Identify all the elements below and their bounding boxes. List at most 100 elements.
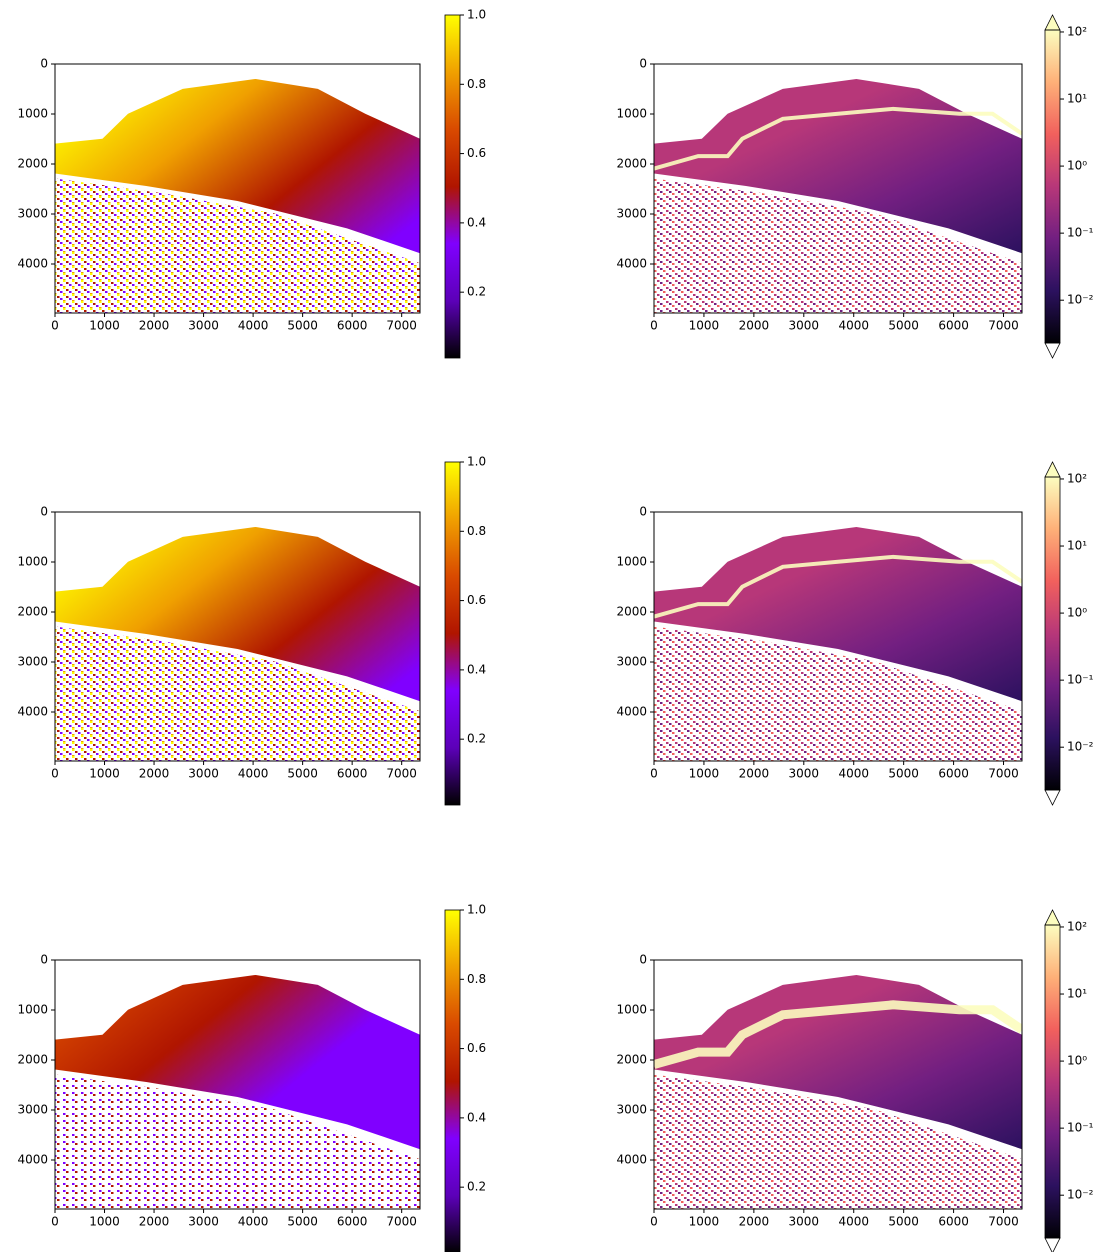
- glacier-body: [654, 974, 1022, 1150]
- colorbar-tick-label: 0.2: [467, 285, 486, 299]
- y-tick-label: 0: [639, 505, 647, 519]
- front-band: [654, 106, 1022, 171]
- colorbar: [445, 462, 460, 805]
- x-tick-label: 6000: [938, 1215, 969, 1229]
- image: [55, 526, 420, 761]
- y-tick-label: 1000: [616, 107, 647, 121]
- y-tick-label: 0: [639, 57, 647, 71]
- colorbar-tick-label: 10⁻¹: [1067, 673, 1094, 687]
- x-tick-label: 5000: [287, 767, 318, 781]
- colorbar-tick-label: 10⁻²: [1067, 1188, 1094, 1202]
- y-tick-label: 2000: [616, 1053, 647, 1067]
- glacier-body: [55, 974, 420, 1150]
- x-tick-label: 1000: [89, 319, 120, 333]
- front-band: [654, 1000, 1022, 1069]
- colorbar: [445, 15, 460, 358]
- y-tick-label: 2000: [17, 605, 48, 619]
- colorbar: [445, 910, 460, 1252]
- y-tick-label: 0: [40, 953, 48, 967]
- image: [55, 974, 420, 1209]
- y-tick-label: 4000: [616, 257, 647, 271]
- colorbar-tick-label: 0.2: [467, 732, 486, 746]
- colorbar-tick-label: 10⁻¹: [1067, 226, 1094, 240]
- x-tick-label: 4000: [838, 767, 869, 781]
- x-tick-label: 2000: [139, 319, 170, 333]
- colorbar-tick-label: 0.6: [467, 146, 486, 160]
- colorbar-tick-label: 0.4: [467, 662, 486, 676]
- colorbar-tick-label: 10⁰: [1067, 606, 1087, 620]
- colorbar-extend-max: [1044, 461, 1061, 478]
- x-tick-label: 7000: [988, 767, 1019, 781]
- y-tick-label: 2000: [17, 157, 48, 171]
- colorbar: [1045, 30, 1060, 343]
- colorbar-frame: [444, 14, 461, 359]
- glacier-body: [55, 526, 420, 702]
- x-tick-label: 6000: [938, 319, 969, 333]
- y-tick-label: 4000: [17, 257, 48, 271]
- x-tick-label: 2000: [739, 1215, 770, 1229]
- x-tick-label: 5000: [888, 319, 919, 333]
- image: [55, 78, 420, 313]
- colorbar-tick-label: 0.8: [467, 972, 486, 986]
- y-tick-label: 4000: [616, 1153, 647, 1167]
- x-tick-label: 1000: [89, 1215, 120, 1229]
- glacier-body: [654, 78, 1022, 254]
- x-tick-label: 7000: [988, 1215, 1019, 1229]
- x-tick-label: 0: [51, 319, 59, 333]
- colorbar-tick-label: 10²: [1067, 24, 1087, 38]
- axes-frame: [54, 63, 421, 314]
- colorbar-tick-label: 10¹: [1067, 539, 1087, 553]
- colorbar-extend-max: [1044, 14, 1061, 31]
- x-tick-label: 1000: [689, 767, 720, 781]
- colorbar-tick-label: 10⁰: [1067, 159, 1087, 173]
- colorbar-tick-label: 0.4: [467, 215, 486, 229]
- y-tick-label: 0: [40, 57, 48, 71]
- axes-frame: [54, 959, 421, 1210]
- x-tick-label: 3000: [188, 319, 219, 333]
- x-tick-label: 7000: [386, 767, 417, 781]
- colorbar-frame: [1044, 476, 1061, 791]
- x-tick-label: 6000: [337, 767, 368, 781]
- axes-frame: [54, 511, 421, 762]
- axes-frame: [653, 63, 1023, 314]
- colorbar: [1045, 925, 1060, 1238]
- x-tick-label: 2000: [139, 767, 170, 781]
- y-tick-label: 4000: [17, 1153, 48, 1167]
- x-tick-label: 2000: [139, 1215, 170, 1229]
- colorbar-extend-min: [1044, 1237, 1061, 1252]
- speckle-region: [654, 178, 1022, 313]
- colorbar-extend-min: [1044, 342, 1061, 359]
- x-tick-label: 3000: [789, 1215, 820, 1229]
- x-tick-label: 0: [650, 319, 658, 333]
- x-tick-label: 3000: [789, 767, 820, 781]
- x-tick-label: 5000: [287, 319, 318, 333]
- y-tick-label: 4000: [17, 705, 48, 719]
- x-tick-label: 6000: [337, 1215, 368, 1229]
- y-tick-label: 3000: [616, 655, 647, 669]
- speckle-region: [654, 626, 1022, 761]
- y-tick-label: 2000: [616, 157, 647, 171]
- x-tick-label: 4000: [838, 319, 869, 333]
- x-tick-label: 0: [51, 1215, 59, 1229]
- x-tick-label: 4000: [838, 1215, 869, 1229]
- x-tick-label: 3000: [188, 1215, 219, 1229]
- x-tick-label: 2000: [739, 319, 770, 333]
- speckle-region: [55, 626, 420, 761]
- colorbar-tick-label: 10⁰: [1067, 1054, 1087, 1068]
- y-tick-label: 3000: [17, 655, 48, 669]
- colorbar-tick-label: 1.0: [467, 8, 486, 22]
- x-tick-label: 7000: [988, 319, 1019, 333]
- y-tick-label: 3000: [616, 1103, 647, 1117]
- colorbar-frame: [444, 461, 461, 806]
- colorbar-tick-label: 1.0: [467, 903, 486, 917]
- x-tick-label: 4000: [238, 767, 269, 781]
- x-tick-label: 5000: [888, 1215, 919, 1229]
- speckle-region: [55, 178, 420, 313]
- colorbar-tick-label: 10⁻¹: [1067, 1121, 1094, 1135]
- y-tick-label: 0: [639, 953, 647, 967]
- x-tick-label: 0: [650, 1215, 658, 1229]
- x-tick-label: 7000: [386, 319, 417, 333]
- y-tick-label: 1000: [17, 1003, 48, 1017]
- colorbar-extend-min: [1044, 789, 1061, 806]
